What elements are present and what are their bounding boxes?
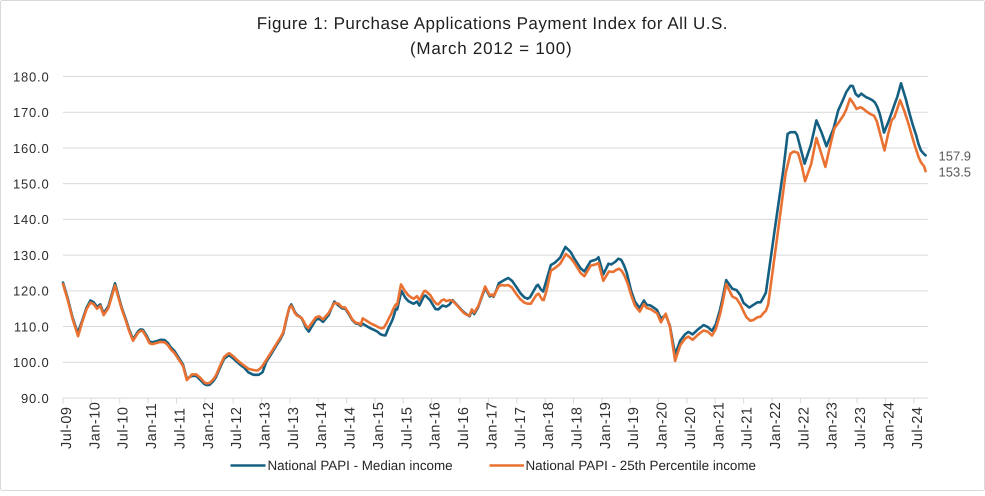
svg-text:Jan-20: Jan-20 xyxy=(655,402,671,449)
svg-text:Jan-17: Jan-17 xyxy=(484,402,500,449)
svg-text:Jul-20: Jul-20 xyxy=(683,407,699,450)
svg-text:153.5: 153.5 xyxy=(939,165,972,180)
svg-text:130.0: 130.0 xyxy=(13,248,50,263)
svg-text:Jul-12: Jul-12 xyxy=(229,407,245,450)
svg-text:Jul-10: Jul-10 xyxy=(116,407,132,450)
svg-text:Jul-13: Jul-13 xyxy=(286,407,302,450)
svg-text:Jul-09: Jul-09 xyxy=(59,407,75,450)
svg-text:Jan-23: Jan-23 xyxy=(825,402,841,449)
svg-text:Jul-22: Jul-22 xyxy=(796,407,812,450)
svg-text:Jan-13: Jan-13 xyxy=(258,402,274,449)
svg-text:180.0: 180.0 xyxy=(13,69,50,84)
svg-text:160.0: 160.0 xyxy=(13,141,50,156)
svg-text:Jul-21: Jul-21 xyxy=(740,407,756,450)
svg-text:National PAPI - Median income: National PAPI - Median income xyxy=(268,458,453,473)
svg-text:Jan-16: Jan-16 xyxy=(428,402,444,449)
svg-text:Jul-17: Jul-17 xyxy=(513,407,529,450)
svg-text:Jul-11: Jul-11 xyxy=(172,408,188,449)
svg-text:Jan-15: Jan-15 xyxy=(371,402,387,449)
svg-text:157.9: 157.9 xyxy=(939,149,972,164)
svg-text:110.0: 110.0 xyxy=(14,319,50,334)
svg-text:Figure 1: Purchase Application: Figure 1: Purchase Applications Payment … xyxy=(257,14,728,33)
svg-text:Jan-24: Jan-24 xyxy=(881,402,897,449)
svg-text:Jul-14: Jul-14 xyxy=(343,407,359,450)
svg-text:Jan-21: Jan-21 xyxy=(711,402,727,449)
svg-text:(March 2012 = 100): (March 2012 = 100) xyxy=(410,39,572,58)
svg-text:90.0: 90.0 xyxy=(21,391,50,406)
svg-text:Jan-10: Jan-10 xyxy=(87,402,103,449)
svg-text:100.0: 100.0 xyxy=(13,355,50,370)
svg-text:National PAPI - 25th Percentil: National PAPI - 25th Percentile income xyxy=(526,458,756,473)
svg-text:170.0: 170.0 xyxy=(13,105,50,120)
svg-text:120.0: 120.0 xyxy=(13,284,50,299)
svg-text:Jan-12: Jan-12 xyxy=(201,402,217,449)
svg-text:Jan-11: Jan-11 xyxy=(144,403,160,449)
svg-text:140.0: 140.0 xyxy=(13,212,50,227)
svg-text:Jan-14: Jan-14 xyxy=(314,402,330,449)
svg-text:Jan-22: Jan-22 xyxy=(768,402,784,449)
svg-text:Jul-16: Jul-16 xyxy=(456,407,472,450)
svg-text:Jan-18: Jan-18 xyxy=(541,402,557,449)
svg-text:Jul-15: Jul-15 xyxy=(399,407,415,450)
svg-text:Jul-23: Jul-23 xyxy=(853,407,869,450)
svg-text:Jan-19: Jan-19 xyxy=(598,402,614,449)
svg-text:Jul-24: Jul-24 xyxy=(910,407,926,450)
svg-text:Jul-18: Jul-18 xyxy=(569,407,585,450)
svg-text:Jul-19: Jul-19 xyxy=(626,407,642,450)
svg-text:150.0: 150.0 xyxy=(13,176,50,191)
